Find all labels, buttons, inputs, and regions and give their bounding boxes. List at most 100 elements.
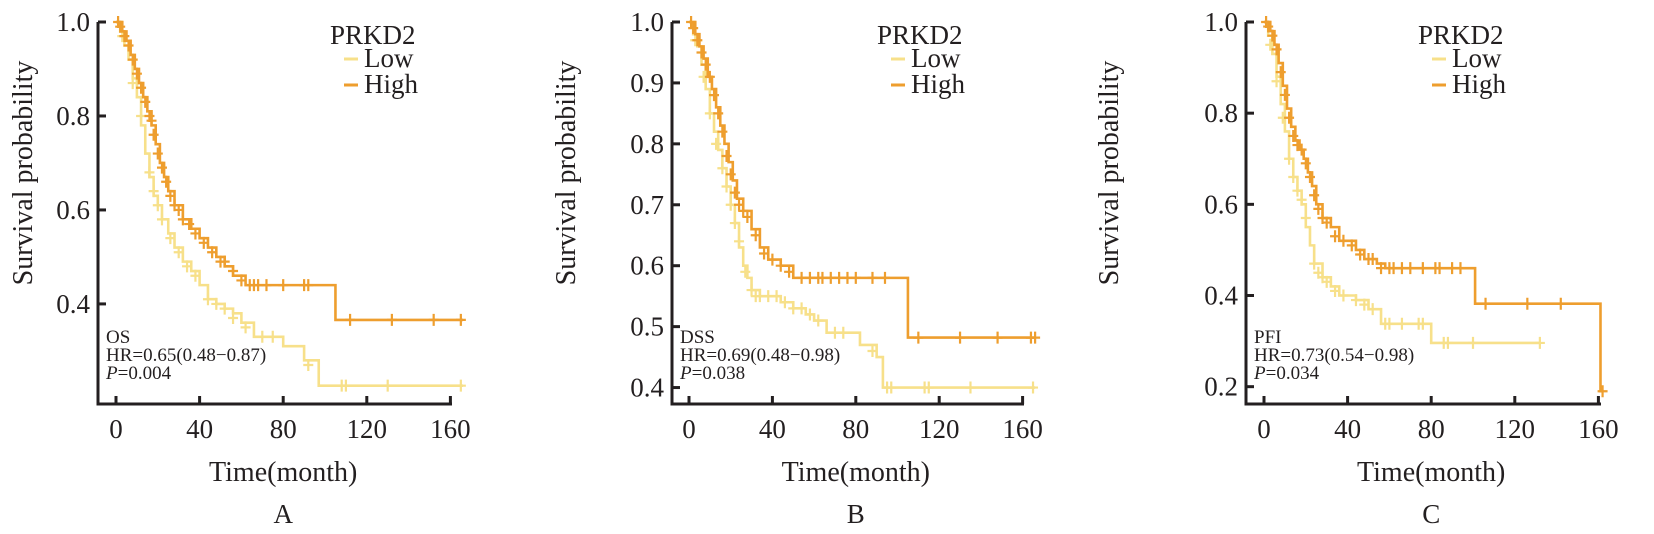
censor-mark-high [1417,262,1428,275]
x-tick-label: 40 [1334,414,1361,444]
censor-mark-high [686,16,697,28]
x-tick-label: 80 [842,414,869,444]
censor-mark-high [219,255,230,268]
panel-letter: C [1422,499,1440,529]
censor-mark-low [257,330,268,343]
censor-mark-high [386,313,397,326]
censor-mark-low [182,260,193,273]
x-tick-label: 0 [682,414,696,444]
censor-mark-high [278,279,289,292]
censor-mark-high [750,229,761,242]
censor-mark-high [1296,143,1307,156]
censor-mark-low [754,290,765,303]
km-panel-a: 0.4 0.6 0.8 1.0 0 40 80 120 160 Time(month) Surviv… [8,7,471,529]
censor-mark-high [1275,66,1286,79]
legend-title: PRKD2 [877,20,963,50]
censor-mark-high [173,203,184,216]
censor-mark-high [1522,297,1533,310]
censor-mark-high [713,107,724,120]
x-tick-label: 80 [1418,414,1445,444]
censor-mark-high [253,279,264,292]
censor-mark-high [123,39,134,52]
endpoint-label: PFI [1254,327,1281,348]
censor-mark-low [1271,75,1282,88]
censor-mark-high [992,331,1003,344]
x-tick-label: 40 [186,414,213,444]
censor-mark-low [1396,317,1407,330]
censor-mark-low [211,297,222,310]
x-tick-label: 0 [1257,414,1271,444]
censor-mark-high [1355,248,1366,261]
censor-mark-high [1030,331,1041,344]
censor-mark-low [1296,193,1307,206]
censor-mark-high [1284,111,1295,124]
censor-mark-low [804,308,815,321]
censor-mark-high [1447,262,1458,275]
censor-mark-low [740,265,751,278]
censor-mark-low [1359,298,1370,311]
censor-mark-low [240,321,251,334]
censor-mark-high [1338,234,1349,247]
x-tick-label: 120 [347,414,388,444]
censor-mark-low [813,314,824,327]
censor-mark-high [1279,88,1290,101]
censor-mark-low [1338,289,1349,302]
p-value-text: P=0.004 [105,363,172,384]
y-tick-label: 0.6 [56,195,90,225]
censor-mark-low [165,232,176,245]
censor-mark-low [144,166,155,179]
censor-mark-high [115,20,126,33]
censor-mark-low [721,180,732,193]
p-value: =0.038 [692,363,745,384]
y-tick-label: 1.0 [1204,7,1238,37]
censor-mark-low [829,326,840,339]
km-curve-high [1264,20,1603,393]
censor-mark-high [1330,230,1341,243]
censor-mark-high [721,150,732,163]
hazard-ratio-text: HR=0.65(0.48−0.87) [106,345,266,366]
censor-mark-low [717,162,728,175]
censor-mark-high [850,271,861,284]
censor-mark-low [173,246,184,259]
censor-mark-high [207,246,218,259]
censor-mark-high [834,271,845,284]
censor-mark-low [729,217,740,230]
censor-mark-low [886,381,897,394]
censor-mark-high [198,236,209,249]
censor-mark-high [1304,170,1315,183]
censor-mark-high [784,265,795,278]
censor-mark-high [709,89,720,102]
censor-mark-low [1417,317,1428,330]
censor-mark-high [842,271,853,284]
censor-mark-high [177,213,188,226]
legend-label-high: High [1452,69,1507,99]
y-tick-label: 0.8 [630,129,664,159]
censor-mark-low [734,235,745,248]
censor-mark-high [692,34,703,47]
censor-mark-high [825,271,836,284]
censor-mark-high [156,161,167,174]
censor-mark-low [156,213,167,226]
legend-label-high: High [911,69,966,99]
censor-mark-high [955,331,966,344]
y-axis-title: Survival probability [1094,61,1125,286]
censor-mark-high [165,189,176,202]
censor-mark-high [1388,262,1399,275]
km-curve-high [689,20,1036,339]
censor-mark-low [867,344,878,357]
censor-mark-low [711,137,722,150]
censor-mark-high [1555,297,1566,310]
censor-mark-low [1300,212,1311,225]
censor-mark-high [817,271,828,284]
censor-mark-high [1313,202,1324,215]
censor-mark-high [913,331,924,344]
censor-mark-high [1597,385,1608,398]
censor-mark-high [1288,129,1299,142]
censor-mark-high [804,271,815,284]
censor-mark-low [1468,336,1478,349]
censor-mark-low [1350,294,1361,307]
censor-mark-high [704,70,715,83]
x-axis-title: Time(month) [782,457,930,488]
censor-mark-low [965,381,976,394]
y-tick-label: 0.5 [630,312,664,342]
